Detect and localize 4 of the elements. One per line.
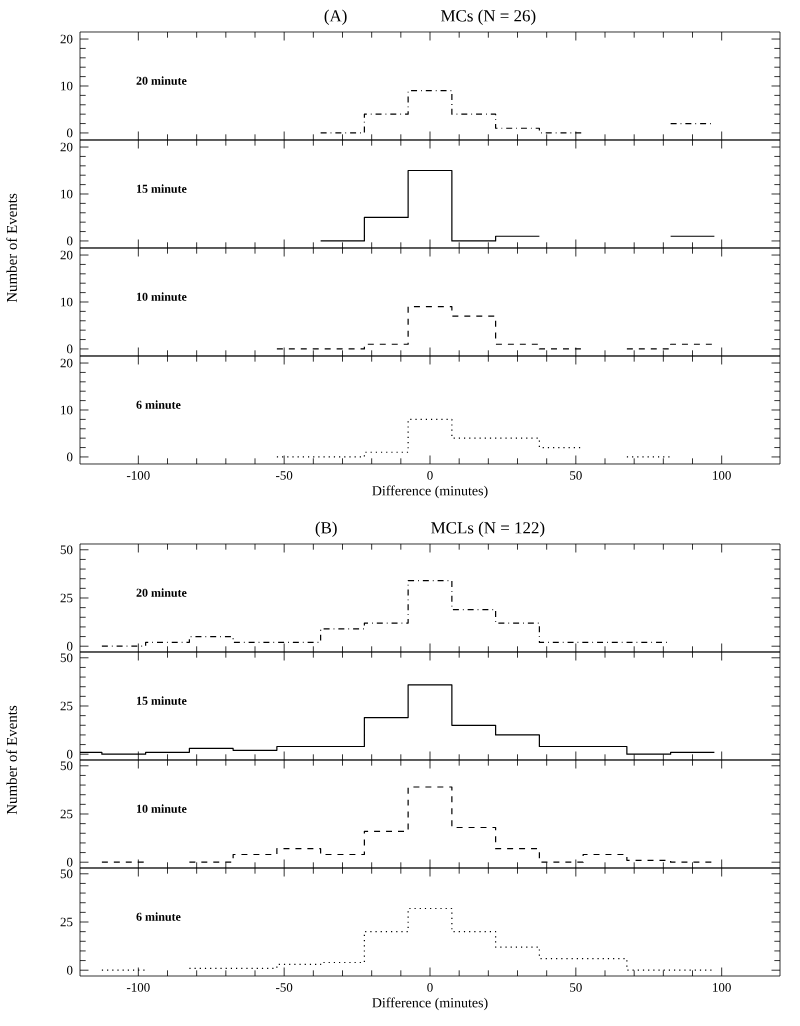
chart-title: (B): [315, 521, 337, 537]
chart-subtitle: MCs (N = 26): [441, 9, 536, 25]
chart-subtitle: MCLs (N = 122): [431, 521, 545, 537]
chart-title: (A): [324, 9, 347, 25]
